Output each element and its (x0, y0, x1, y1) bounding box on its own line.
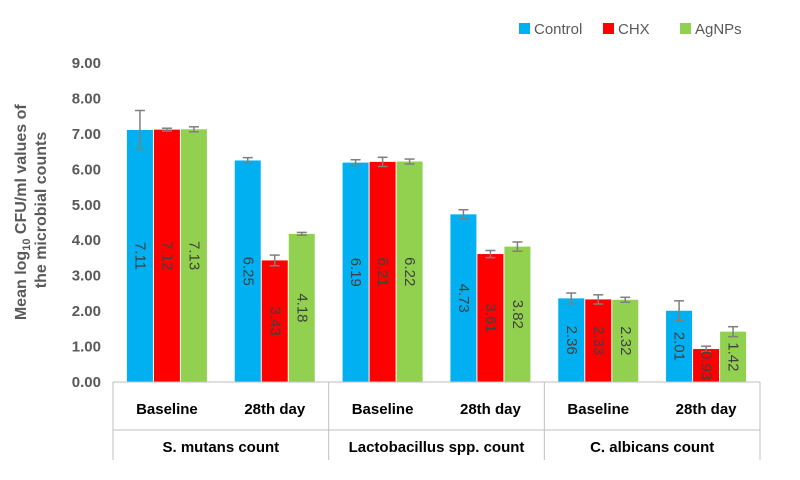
bars (126, 129, 747, 382)
y-tick-label: 9.00 (72, 55, 101, 72)
error-bar (188, 126, 199, 133)
y-tick-label: 5.00 (72, 197, 101, 214)
data-label: 2.36 (563, 326, 580, 355)
x-group-label: S. mutans count (162, 439, 279, 456)
data-label: 7.12 (158, 241, 175, 270)
y-tick-label: 8.00 (72, 90, 101, 107)
x-tick-label: Baseline (352, 401, 414, 418)
legend-label: Control (534, 21, 582, 38)
legend-label: AgNPs (695, 21, 742, 38)
x-tick-label: 28th day (460, 401, 522, 418)
bar-control (558, 298, 585, 382)
legend: Control CHX AgNPs (519, 21, 742, 38)
bar-control (126, 129, 153, 382)
x-tick-label: 28th day (244, 401, 306, 418)
data-label: 3.82 (509, 300, 526, 329)
data-label: 3.43 (266, 307, 283, 336)
error-bar (242, 156, 253, 165)
error-bar (728, 325, 739, 338)
error-bar (161, 127, 172, 132)
y-tick-label: 6.00 (72, 161, 101, 178)
y-tick-label: 4.00 (72, 232, 101, 249)
data-label: 6.19 (347, 258, 364, 287)
error-bar (674, 300, 685, 322)
data-label: 4.73 (455, 284, 472, 313)
data-label: 2.01 (671, 332, 688, 361)
error-bar (134, 109, 145, 151)
bar-agnps (396, 161, 423, 382)
y-tick-label: 0.00 (72, 374, 101, 391)
error-bar (350, 159, 361, 167)
data-label: 0.93 (698, 351, 715, 380)
error-bars (134, 109, 739, 353)
bar-chx (477, 254, 504, 382)
y-axis-label: Mean log10 CFU/ml values of the microbia… (13, 100, 50, 320)
data-label: 2.33 (590, 326, 607, 355)
error-bar (458, 208, 469, 220)
bar-agnps (504, 246, 531, 382)
data-label: 3.61 (482, 303, 499, 332)
bar-agnps (612, 299, 639, 382)
bar-agnps (288, 233, 315, 382)
bar-chx (369, 161, 396, 382)
bar-control (342, 162, 369, 382)
error-bar (296, 231, 307, 237)
error-bar (701, 345, 712, 353)
x-group-label: C. albicans count (590, 439, 714, 456)
y-axis: 0.00 1.00 2.00 3.00 4.00 5.00 6.00 7.00 8.00 9.00 (72, 55, 101, 391)
data-labels: 7.11 6.25 6.19 4.73 2.36 2.01 7.12 3.43 6.21 3.61… (131, 241, 741, 380)
data-label: 1.42 (725, 342, 742, 371)
bar-agnps (720, 331, 747, 382)
data-label: 6.25 (239, 257, 256, 286)
legend-item-control: Control (519, 21, 582, 38)
x-group-label: Lactobacillus spp. count (349, 439, 525, 456)
y-tick-label: 3.00 (72, 268, 101, 285)
x-axis: Baseline 28th day S. mutans count Baseline 2… (112, 381, 761, 460)
bar-control (450, 214, 477, 382)
data-label: 7.13 (185, 241, 202, 270)
error-bar (269, 254, 280, 267)
error-bar (593, 294, 604, 305)
y-tick-label: 1.00 (72, 339, 101, 356)
legend-item-chx: CHX (603, 21, 650, 38)
x-tick-label: Baseline (567, 401, 629, 418)
bar-chx (153, 129, 180, 382)
bar-chx (585, 299, 612, 382)
data-label: 6.21 (374, 257, 391, 286)
bar-chx (693, 349, 720, 382)
legend-label: CHX (618, 21, 650, 38)
error-bar (566, 292, 577, 305)
error-bar (485, 249, 496, 259)
y-tick-label: 2.00 (72, 303, 101, 320)
x-tick-label: 28th day (676, 401, 738, 418)
error-bar (512, 241, 523, 252)
legend-item-agnps: AgNPs (680, 21, 742, 38)
error-bar (377, 156, 388, 168)
bar-control (666, 310, 693, 382)
x-tick-label: Baseline (136, 401, 198, 418)
bar-agnps (180, 129, 207, 382)
bar-control (234, 160, 261, 382)
bar-chx (261, 260, 288, 382)
data-label: 4.18 (293, 293, 310, 322)
data-label: 2.32 (617, 326, 634, 355)
error-bar (620, 296, 631, 303)
data-label: 6.22 (401, 257, 418, 286)
error-bar (404, 158, 415, 165)
y-tick-label: 7.00 (72, 126, 101, 143)
data-label: 7.11 (131, 242, 148, 270)
